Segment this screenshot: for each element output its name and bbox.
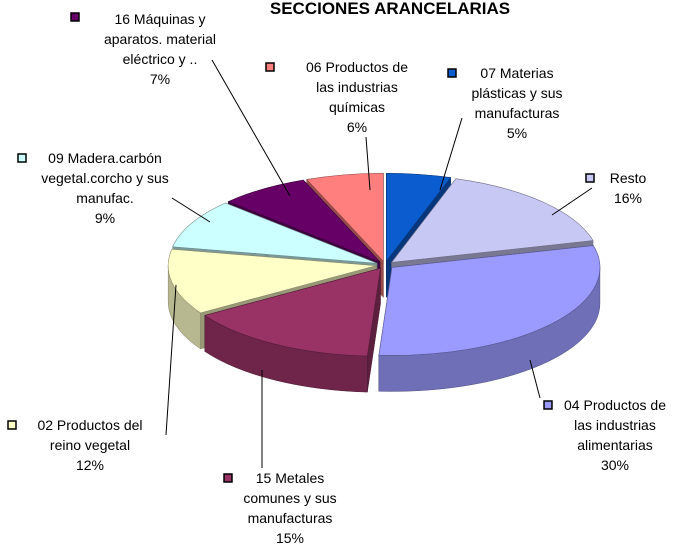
leader-line [365,136,371,191]
percent-label: 30% [600,457,630,473]
data-label: 15 Metales comunes y sus manufacturas 15% [234,468,346,544]
data-label: Resto 16% [598,168,658,208]
data-label: 09 Madera.carbón vegetal.corcho y sus ma… [41,148,169,228]
leader-line [211,59,291,197]
slice-top [167,248,377,314]
category-label: 16 Máquinas y aparatos. material eléctri… [103,11,217,67]
legend-key [543,400,553,410]
category-label: 09 Madera.carbón vegetal.corcho y sus ma… [41,150,169,206]
leader-line [165,284,177,436]
category-label: 07 Materias plásticas y sus manufacturas [471,65,563,121]
category-label: 06 Productos de las industrias químicas [306,59,408,115]
leader-line [551,187,593,216]
legend-key [265,62,275,72]
legend-key [70,12,80,22]
legend-key [17,153,27,163]
category-label: Resto [609,170,647,186]
percent-label: 7% [149,71,171,87]
data-label: 06 Productos de las industrias químicas 6… [298,57,416,137]
category-label: 04 Productos de las industrias alimentar… [564,397,666,453]
category-label: 15 Metales comunes y sus manufacturas [243,470,337,526]
chart-title: SECCIONES ARANCELARIAS [270,0,510,18]
legend-key [223,473,233,483]
percent-label: 16% [613,190,643,206]
percent-label: 12% [75,457,105,473]
legend-key [585,173,595,183]
legend-key [7,420,17,430]
slice-top [306,172,384,263]
leader-line [529,359,541,399]
percent-label: 6% [346,119,368,135]
legend-key [447,68,457,78]
leader-line [171,197,211,223]
category-label: 02 Productos del reino vegetal [37,417,143,453]
percent-label: 9% [94,210,116,226]
data-label: 16 Máquinas y aparatos. material eléctri… [91,9,229,89]
slice-top [386,172,452,263]
data-label: 04 Productos de las industrias alimentar… [556,395,674,475]
slice-top [204,267,381,357]
slice-top [390,178,594,263]
slice [378,245,601,392]
slice-top [172,202,378,264]
leader-line [439,117,463,191]
percent-label: 5% [506,125,528,141]
slice-top [227,179,381,263]
slice [204,267,381,393]
slice-top [378,245,601,356]
percent-label: 15% [275,530,305,544]
data-label: 07 Materias plásticas y sus manufacturas… [461,63,573,143]
data-label: 02 Productos del reino vegetal 12% [26,415,154,475]
